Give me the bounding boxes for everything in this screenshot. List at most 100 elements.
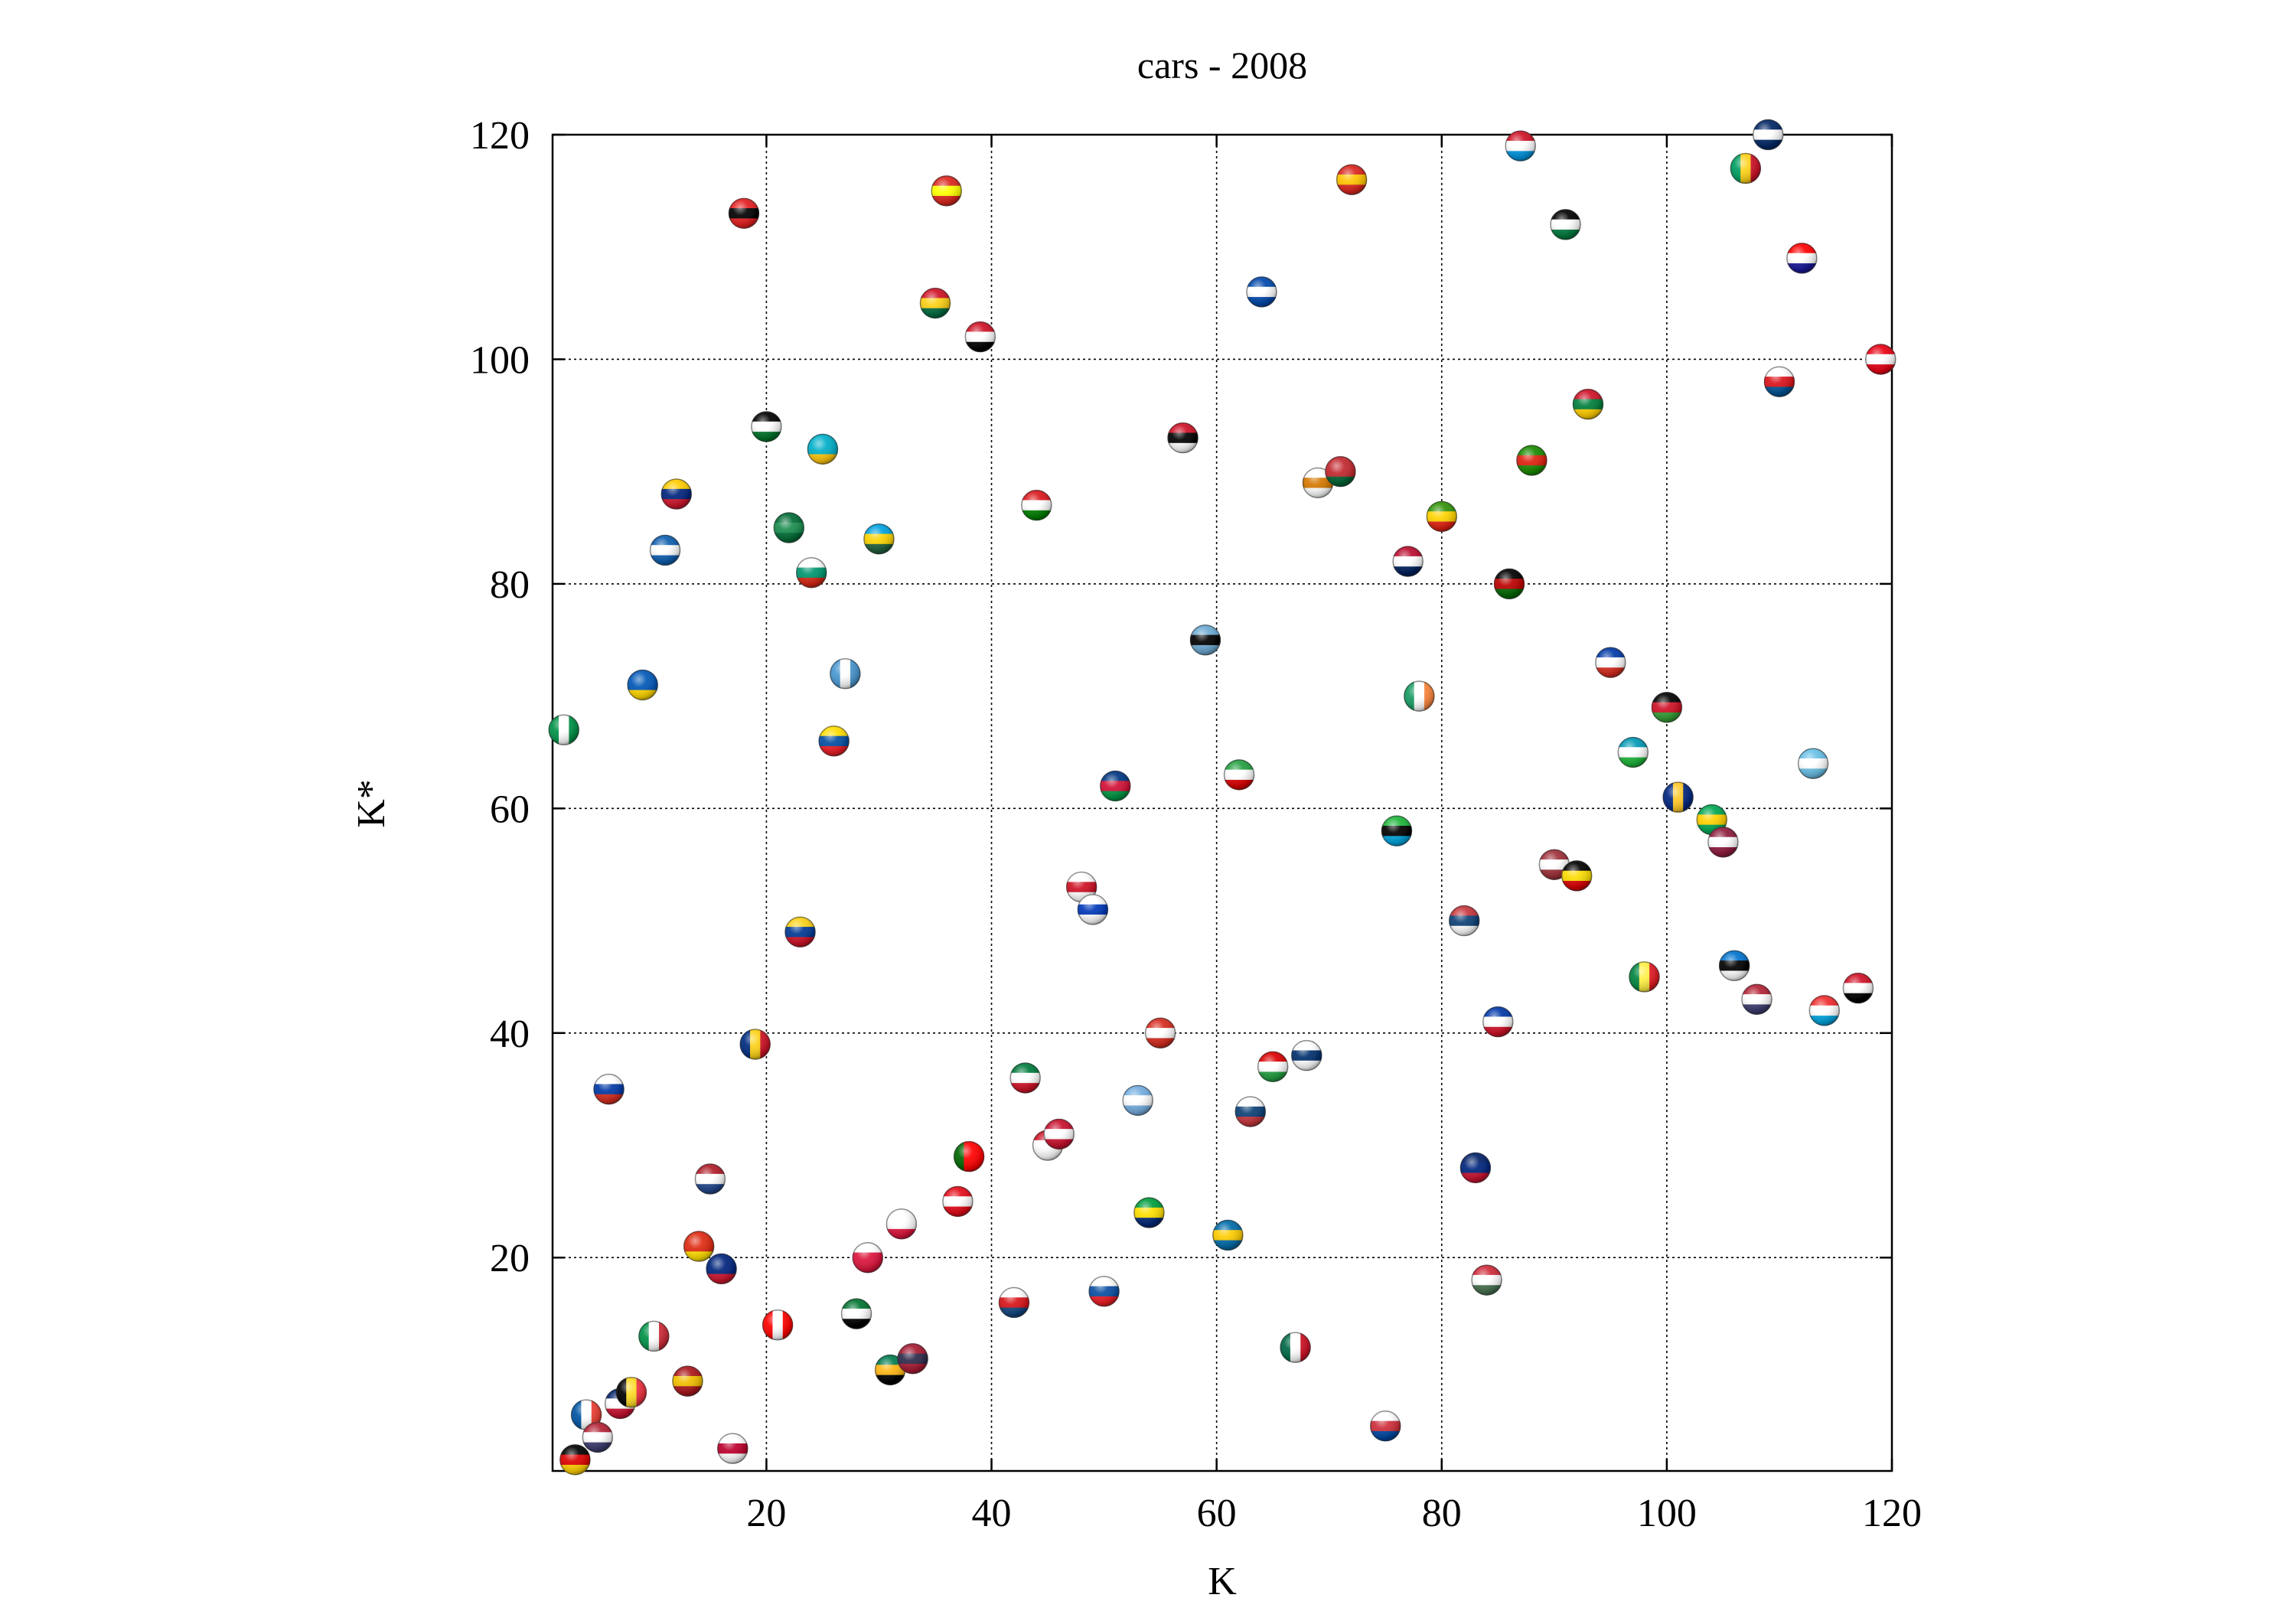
data-point-outline bbox=[548, 714, 579, 745]
x-tick-label: 40 bbox=[972, 1492, 1012, 1535]
data-point-outline bbox=[807, 433, 839, 465]
data-point-outline bbox=[706, 1253, 737, 1285]
data-point-outline bbox=[953, 1140, 985, 1172]
data-point-outline bbox=[1741, 983, 1773, 1016]
data-point-outline bbox=[1077, 894, 1109, 925]
data-point-outline bbox=[1291, 1039, 1322, 1071]
data-point-outline bbox=[1369, 1410, 1401, 1442]
data-point-outline bbox=[683, 1231, 715, 1262]
data-point-outline bbox=[840, 1298, 872, 1329]
chart-title: cars - 2008 bbox=[1137, 44, 1307, 86]
data-point bbox=[1246, 276, 1277, 308]
data-point-outline bbox=[1133, 1197, 1165, 1228]
data-point bbox=[1224, 759, 1255, 791]
data-point-outline bbox=[863, 523, 895, 555]
data-point-outline bbox=[728, 197, 760, 229]
data-point-outline bbox=[660, 478, 693, 510]
data-point bbox=[964, 321, 996, 353]
data-point-outline bbox=[1617, 736, 1649, 768]
data-point-outline bbox=[1223, 759, 1255, 791]
data-point-outline bbox=[1516, 445, 1548, 476]
data-points bbox=[548, 119, 1896, 1476]
data-point-outline bbox=[1865, 344, 1896, 375]
x-tick-label: 80 bbox=[1422, 1492, 1462, 1535]
data-point-outline bbox=[751, 411, 782, 442]
data-point-outline bbox=[1167, 422, 1199, 454]
data-point-outline bbox=[672, 1365, 703, 1397]
data-point-outline bbox=[1404, 680, 1435, 712]
data-point-outline bbox=[1088, 1275, 1120, 1307]
data-point-outline bbox=[1043, 1118, 1075, 1150]
data-point-outline bbox=[1100, 770, 1131, 802]
data-point bbox=[1707, 827, 1739, 858]
data-point-outline bbox=[1144, 1017, 1176, 1049]
data-point-outline bbox=[1707, 827, 1739, 858]
data-point-outline bbox=[942, 1185, 974, 1218]
data-point-outline bbox=[1280, 1332, 1311, 1363]
data-point-outline bbox=[1482, 1006, 1514, 1038]
data-point bbox=[1404, 680, 1435, 712]
data-point-outline bbox=[627, 669, 658, 701]
y-tick-label: 40 bbox=[490, 1013, 530, 1056]
data-point-outline bbox=[615, 1377, 647, 1408]
data-point-outline bbox=[1381, 815, 1413, 846]
data-point bbox=[1753, 119, 1784, 150]
data-point-outline bbox=[1550, 209, 1581, 240]
y-tick-label: 100 bbox=[470, 338, 530, 382]
data-point-outline bbox=[1212, 1219, 1244, 1251]
data-point-outline bbox=[1325, 455, 1356, 488]
x-tick-label: 100 bbox=[1637, 1492, 1697, 1535]
data-point-outline bbox=[1842, 972, 1874, 1004]
x-tick-label: 60 bbox=[1197, 1492, 1237, 1535]
data-point-outline bbox=[1662, 781, 1694, 813]
data-point-outline bbox=[818, 726, 850, 757]
data-point-outline bbox=[582, 1421, 614, 1453]
data-point-outline bbox=[1763, 366, 1795, 398]
data-point-outline bbox=[998, 1287, 1030, 1319]
data-point-outline bbox=[1505, 130, 1536, 161]
data-point-outline bbox=[1493, 568, 1525, 600]
data-point-outline bbox=[964, 321, 996, 353]
data-point-outline bbox=[649, 534, 681, 566]
data-point-outline bbox=[830, 658, 861, 690]
data-point-outline bbox=[739, 1029, 771, 1060]
x-tick-label: 20 bbox=[746, 1492, 786, 1535]
data-point-outline bbox=[1786, 243, 1818, 274]
data-point-outline bbox=[773, 512, 805, 543]
data-point-outline bbox=[1471, 1264, 1502, 1296]
plot-frame bbox=[551, 133, 1893, 1472]
data-point-outline bbox=[1572, 388, 1604, 420]
data-point bbox=[1021, 490, 1052, 521]
tick-labels: 20 40 60 80 100 120 20 40 60 80 100 120 bbox=[470, 114, 1922, 1535]
data-point-outline bbox=[638, 1320, 670, 1352]
data-point bbox=[1662, 781, 1694, 813]
data-point bbox=[796, 557, 827, 589]
data-point-outline bbox=[1021, 489, 1052, 521]
data-point-outline bbox=[1426, 501, 1458, 533]
data-point-outline bbox=[1730, 152, 1762, 184]
data-point bbox=[1595, 647, 1626, 678]
data-point-outline bbox=[1561, 860, 1593, 892]
data-point-outline bbox=[784, 916, 816, 947]
data-point-outline bbox=[795, 556, 827, 589]
axes bbox=[551, 133, 1893, 1472]
data-point-outline bbox=[1234, 1096, 1267, 1127]
data-point-outline bbox=[1459, 1152, 1492, 1184]
data-point-outline bbox=[1629, 961, 1660, 993]
data-point-outline bbox=[1651, 692, 1683, 723]
x-axis-label: K bbox=[1208, 1560, 1237, 1603]
y-tick-label: 60 bbox=[490, 788, 530, 831]
data-point-outline bbox=[1797, 748, 1829, 779]
data-point-outline bbox=[1448, 905, 1480, 937]
data-point-outline bbox=[1392, 546, 1424, 577]
data-point-outline bbox=[1122, 1084, 1153, 1117]
data-point-outline bbox=[1718, 950, 1750, 981]
data-point-outline bbox=[694, 1163, 726, 1195]
y-tick-label: 120 bbox=[470, 114, 530, 158]
data-point-outline bbox=[1009, 1062, 1041, 1094]
data-point-outline bbox=[1336, 164, 1368, 195]
data-point-outline bbox=[897, 1343, 928, 1375]
data-point-outline bbox=[717, 1433, 748, 1464]
